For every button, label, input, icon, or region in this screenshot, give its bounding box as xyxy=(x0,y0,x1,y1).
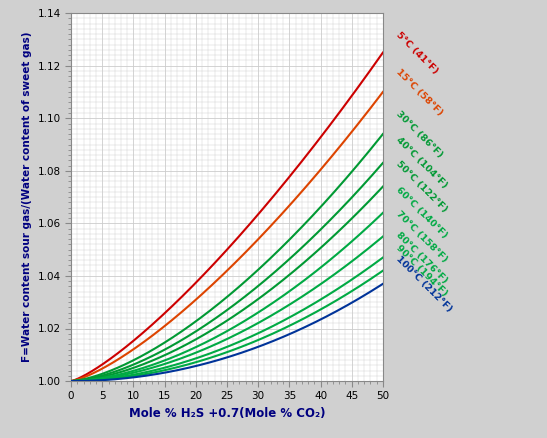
Text: 5°C (41°F): 5°C (41°F) xyxy=(394,30,439,75)
Text: 80°C (176°F): 80°C (176°F) xyxy=(394,230,449,285)
Text: 60°C (140°F): 60°C (140°F) xyxy=(394,186,449,240)
X-axis label: Mole % H₂S +0.7(Mole % CO₂): Mole % H₂S +0.7(Mole % CO₂) xyxy=(129,407,325,420)
Text: 100°C (212°F): 100°C (212°F) xyxy=(394,254,453,314)
Y-axis label: F=Water content sour gas/(Water content of sweet gas): F=Water content sour gas/(Water content … xyxy=(22,32,32,362)
Text: 30°C (86°F): 30°C (86°F) xyxy=(394,109,444,159)
Text: 70°C (158°F): 70°C (158°F) xyxy=(394,209,449,264)
Text: 40°C (104°F): 40°C (104°F) xyxy=(394,136,449,190)
Text: 15°C (58°F): 15°C (58°F) xyxy=(394,67,444,117)
Text: 90°C (194°F): 90°C (194°F) xyxy=(394,243,449,298)
Text: 50°C (122°F): 50°C (122°F) xyxy=(394,159,449,214)
